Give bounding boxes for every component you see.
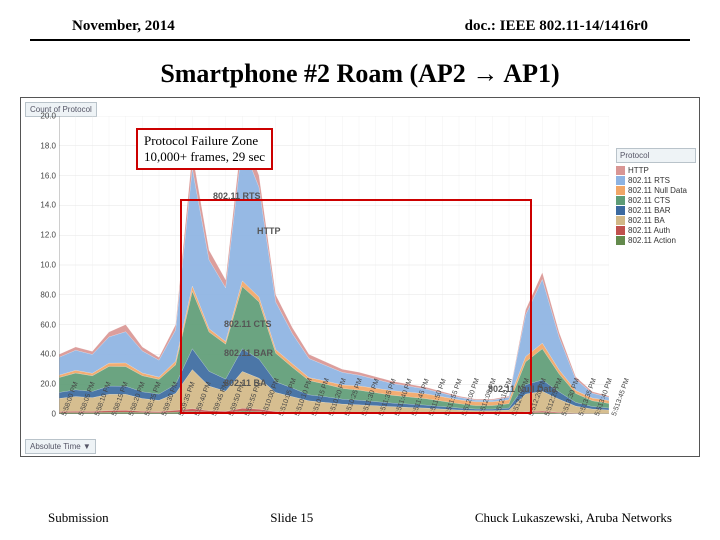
legend-label: 802.11 Null Data	[628, 186, 687, 195]
legend-item: 802.11 Auth	[616, 226, 696, 235]
ytick: 20.0	[40, 112, 59, 121]
legend-swatch	[616, 206, 625, 215]
legend-swatch	[616, 216, 625, 225]
legend-swatch	[616, 166, 625, 175]
annotation-line2: 10,000+ frames, 29 sec	[144, 149, 265, 165]
plot-area: 020.040.060.080.010.012.014.016.018.020.…	[59, 116, 609, 414]
legend-label: HTTP	[628, 166, 649, 175]
header-date: November, 2014	[72, 18, 175, 35]
page-title: Smartphone #2 Roam (AP2 → AP1)	[0, 59, 720, 89]
legend-item: 802.11 CTS	[616, 196, 696, 205]
legend-item: 802.11 BA	[616, 216, 696, 225]
legend-swatch	[616, 226, 625, 235]
legend-swatch	[616, 176, 625, 185]
annotation-box: Protocol Failure Zone10,000+ frames, 29 …	[136, 128, 273, 171]
series-label: 802.11 CTS	[224, 319, 272, 329]
ytick: 14.0	[40, 201, 59, 210]
ytick: 18.0	[40, 141, 59, 150]
footer-center: Slide 15	[270, 510, 313, 526]
footer: Submission Slide 15 Chuck Lukaszewski, A…	[0, 510, 720, 526]
series-label: 802.11 BAR	[224, 348, 273, 358]
legend-label: 802.11 BAR	[628, 206, 671, 215]
header-bar: November, 2014 doc.: IEEE 802.11-14/1416…	[30, 0, 690, 41]
ytick: 80.0	[40, 290, 59, 299]
legend-item: 802.11 RTS	[616, 176, 696, 185]
ytick: 40.0	[40, 350, 59, 359]
legend-item: 802.11 BAR	[616, 206, 696, 215]
footer-right: Chuck Lukaszewski, Aruba Networks	[475, 510, 672, 526]
x-axis-label: Absolute Time ▼	[25, 439, 96, 454]
legend-label: 802.11 CTS	[628, 196, 670, 205]
ytick: 0	[52, 410, 59, 419]
ytick: 16.0	[40, 171, 59, 180]
series-label: HTTP	[257, 226, 281, 236]
legend-swatch	[616, 236, 625, 245]
annotation-line1: Protocol Failure Zone	[144, 133, 265, 149]
legend-item: 802.11 Action	[616, 236, 696, 245]
header-docid: doc.: IEEE 802.11-14/1416r0	[465, 18, 648, 35]
legend-item: 802.11 Null Data	[616, 186, 696, 195]
legend-label: 802.11 RTS	[628, 176, 670, 185]
legend-label: 802.11 Auth	[628, 226, 670, 235]
legend-label: 802.11 BA	[628, 216, 665, 225]
series-label: 802.11 Null Data	[488, 384, 557, 394]
ytick: 60.0	[40, 320, 59, 329]
series-label: 802.11 BA	[224, 378, 267, 388]
legend-label: 802.11 Action	[628, 236, 676, 245]
chart-frame: Count of Protocol Absolute Time ▼ 020.04…	[20, 97, 700, 457]
ytick: 12.0	[40, 231, 59, 240]
legend-item: HTTP	[616, 166, 696, 175]
y-axis-label: Count of Protocol	[25, 102, 97, 117]
legend-swatch	[616, 186, 625, 195]
ytick: 20.0	[40, 380, 59, 389]
legend-swatch	[616, 196, 625, 205]
footer-left: Submission	[48, 510, 109, 526]
legend-title: Protocol	[616, 148, 696, 163]
legend: Protocol HTTP802.11 RTS802.11 Null Data8…	[616, 148, 696, 246]
series-label: 802.11 RTS	[213, 191, 261, 201]
ytick: 10.0	[40, 261, 59, 270]
